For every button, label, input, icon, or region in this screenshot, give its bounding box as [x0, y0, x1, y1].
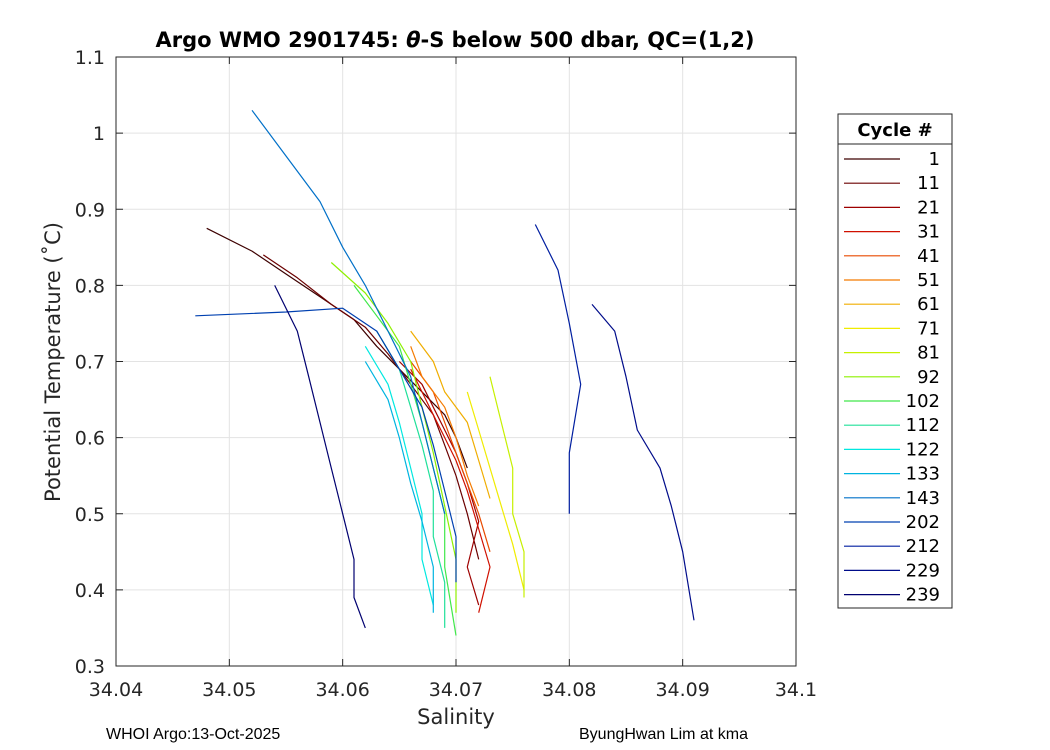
x-axis-label: Salinity — [417, 705, 495, 729]
legend: Cycle # 11121314151617181921021121221331… — [837, 113, 953, 609]
x-tick-label: 34.05 — [202, 679, 256, 701]
legend-label-229: 229 — [906, 560, 940, 581]
legend-label-133: 133 — [906, 464, 940, 485]
chart-title: Argo WMO 2901745: θ-S below 500 dbar, QC… — [155, 28, 754, 52]
series-line-cycle-1 — [206, 227, 468, 469]
series-line-cycle-212 — [534, 224, 582, 514]
y-tick-label: 1 — [93, 123, 105, 145]
footer-source: WHOI Argo:13-Oct-2025 — [106, 726, 281, 743]
legend-title: Cycle # — [857, 120, 932, 141]
y-tick-label: 0.7 — [75, 352, 105, 374]
y-tick-label: 0.6 — [75, 428, 105, 450]
legend-label-212: 212 — [906, 536, 940, 557]
series-line-cycle-239 — [274, 285, 366, 629]
legend-label-92: 92 — [917, 367, 940, 388]
series-line-cycle-122 — [364, 345, 434, 606]
series-line-cycle-112 — [376, 330, 446, 628]
series-line-cycle-31 — [410, 368, 491, 613]
legend-label-51: 51 — [917, 270, 940, 291]
legend-label-31: 31 — [917, 222, 940, 243]
legend-label-81: 81 — [917, 343, 940, 364]
x-tick-labels: 34.04 34.05 34.06 34.07 34.08 34.09 34.1 — [89, 679, 817, 701]
legend-label-61: 61 — [917, 294, 940, 315]
series-group — [195, 109, 695, 636]
series-line-cycle-143 — [251, 109, 446, 514]
series-line-cycle-51 — [410, 346, 480, 507]
series-line-cycle-71 — [466, 391, 525, 591]
series-line-cycle-81 — [489, 376, 525, 598]
legend-label-122: 122 — [906, 439, 940, 460]
y-tick-label: 0.4 — [75, 580, 105, 602]
series-line-cycle-61 — [410, 330, 491, 499]
footer-author: ByungHwan Lim at kma — [579, 726, 748, 743]
y-tick-label: 0.3 — [75, 656, 105, 678]
legend-label-112: 112 — [906, 415, 940, 436]
series-line-cycle-229 — [591, 304, 695, 621]
legend-label-202: 202 — [906, 512, 940, 533]
x-tick-label: 34.06 — [315, 679, 369, 701]
x-tick-label: 34.1 — [775, 679, 817, 701]
legend-label-102: 102 — [906, 391, 940, 412]
legend-label-1: 1 — [929, 149, 940, 170]
y-tick-label: 0.9 — [75, 199, 105, 221]
legend-label-71: 71 — [917, 318, 940, 339]
y-tick-label: 0.8 — [75, 275, 105, 297]
y-tick-labels: 0.3 0.4 0.5 0.6 0.7 0.8 0.9 1 1.1 — [75, 47, 105, 678]
y-axis-label: Potential Temperature (˚C) — [41, 222, 65, 502]
y-tick-label: 0.5 — [75, 504, 105, 526]
legend-label-143: 143 — [906, 488, 940, 509]
x-tick-label: 34.08 — [542, 679, 596, 701]
plot-area-frame — [115, 56, 797, 667]
x-tick-label: 34.04 — [89, 679, 143, 701]
x-tick-label: 34.07 — [429, 679, 483, 701]
legend-label-41: 41 — [917, 246, 940, 267]
legend-label-21: 21 — [917, 197, 940, 218]
series-line-cycle-202 — [195, 307, 457, 583]
x-tick-label: 34.09 — [655, 679, 709, 701]
legend-label-11: 11 — [917, 173, 940, 194]
y-tick-label: 1.1 — [75, 47, 105, 69]
legend-box — [837, 113, 953, 609]
series-line-cycle-133 — [364, 361, 434, 613]
legend-label-239: 239 — [906, 585, 940, 606]
